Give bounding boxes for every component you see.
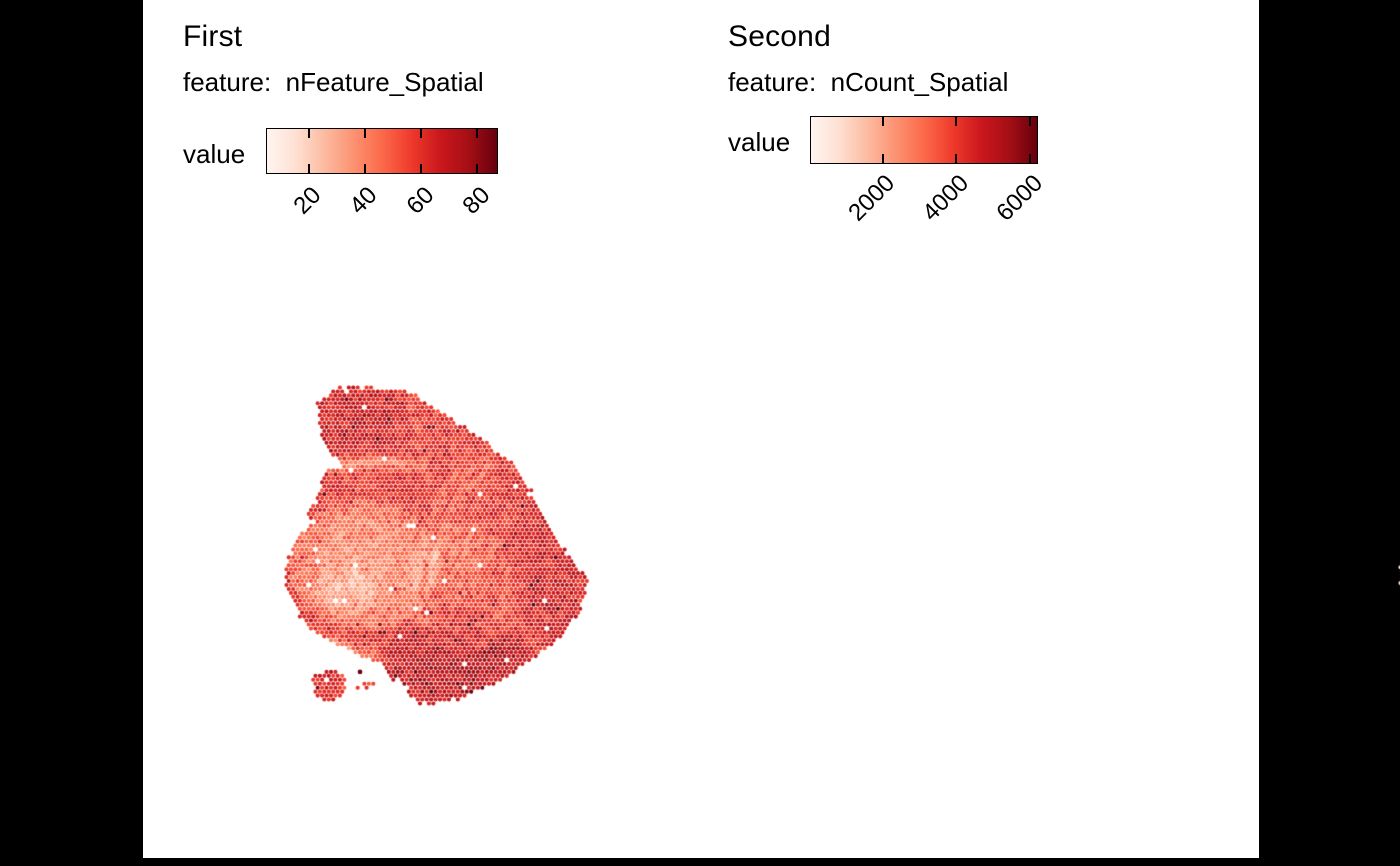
colorbar-tick-mark [308,129,311,138]
colorbar-tick-mark [476,129,479,138]
legend-value-label: value [728,127,791,157]
panel-title: Second [728,20,831,53]
panel-title: First [183,20,243,53]
colorbar-tick-mark [955,154,958,163]
colorbar-tick-mark [1028,154,1031,163]
feature-subtitle: feature: nCount_Spatial [728,67,1009,97]
plot-canvas: First feature: nFeature_Spatial value 20… [143,0,1400,858]
colorbar-tick-mark [420,129,423,138]
colorbar-tick-label: 2000 [843,169,901,227]
colorbar-tick-mark [364,164,367,173]
colorbar-tick-label: 80 [457,181,496,220]
colorbar-tick-mark [420,164,423,173]
colorbar-tick-label: 6000 [991,169,1049,227]
colorbar-tick-mark [476,164,479,173]
colorbar-tick-mark [308,164,311,173]
spatial-dot-map [284,385,593,707]
colorbar-tick-mark [1028,117,1031,126]
colorbar-tick-mark [882,117,885,126]
colorbar-tick-mark [364,129,367,138]
colorbar-gradient [266,128,498,174]
colorbar-tick-mark [882,154,885,163]
colorbar-tick-label: 60 [401,181,440,220]
colorbar-tick-label: 4000 [917,169,975,227]
panel-second: Second feature: nCount_Spatial value 200… [701,0,1400,858]
panel-first: First feature: nFeature_Spatial value 20… [143,0,701,858]
colorbar-tick-label: 20 [288,181,327,220]
colorbar-gradient [810,116,1038,164]
feature-subtitle: feature: nFeature_Spatial [183,67,484,97]
colorbar-tick-label: 40 [344,181,383,220]
legend-value-label: value [183,139,246,169]
colorbar-tick-mark [955,117,958,126]
spatial-dot-map [1398,391,1400,701]
